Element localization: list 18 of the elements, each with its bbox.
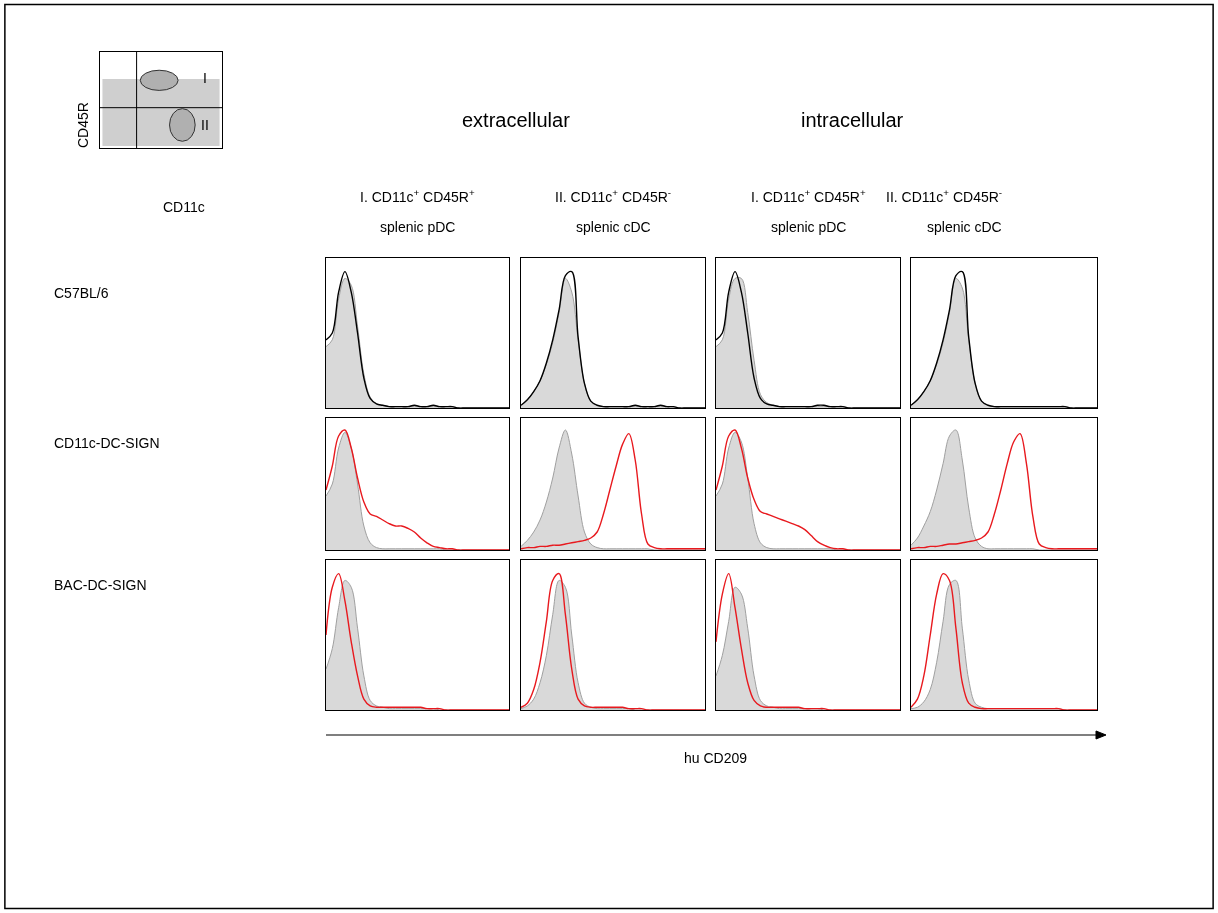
text: extracellular	[462, 109, 571, 131]
text: CD11c	[163, 199, 205, 215]
text: I	[203, 70, 207, 86]
y-axis-title: BAC-DC-SIGN	[54, 577, 147, 593]
x-axis-title: hu CD209	[684, 750, 748, 766]
text: CD45R	[75, 102, 91, 148]
chart-subtitle: splenic pDC	[771, 219, 847, 235]
chart-title: II. CD11c$^{+}$ CD45R$^{-}$	[555, 187, 672, 205]
text: II	[201, 117, 209, 133]
y-axis-title: C57BL/6	[54, 285, 109, 301]
chart-subtitle: splenic cDC	[927, 219, 1002, 235]
chart-title: I. CD11c$^{+}$ CD45R$^{+}$	[360, 187, 475, 205]
chart-subtitle: splenic cDC	[576, 219, 651, 235]
chart-subtitle: splenic pDC	[380, 219, 456, 235]
y-axis-title: CD11c-DC-SIGN	[54, 435, 160, 451]
text: intracellular	[801, 109, 904, 131]
chart-title: II. CD11c$^{+}$ CD45R$^{-}$	[886, 187, 1003, 205]
chart-title: I. CD11c$^{+}$ CD45R$^{+}$	[751, 187, 866, 205]
